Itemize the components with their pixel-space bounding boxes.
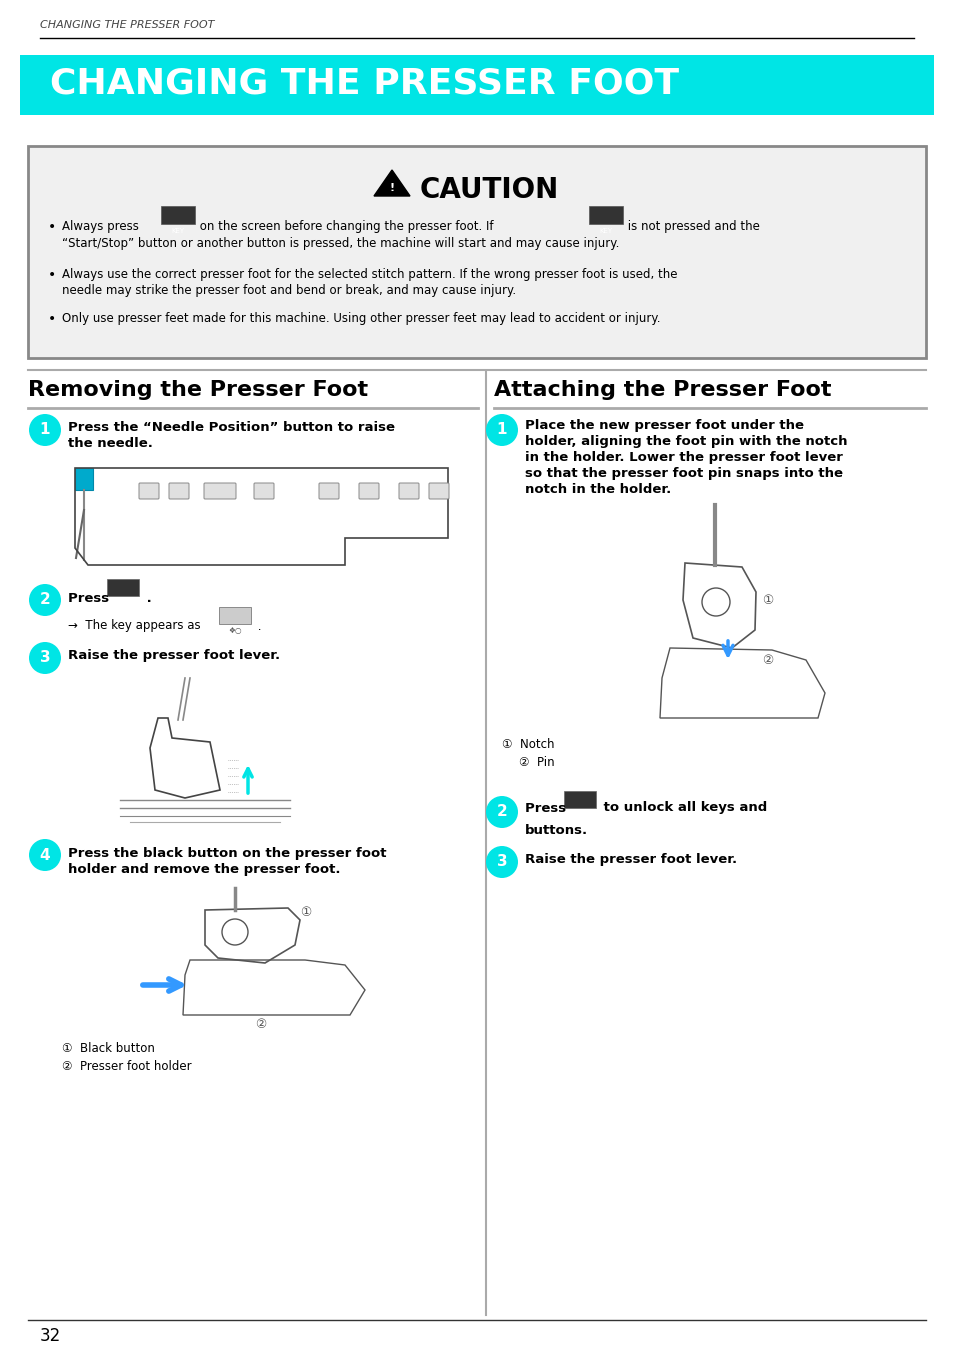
Text: •: • [48,312,56,326]
Text: .: . [142,592,152,604]
Text: buttons.: buttons. [524,824,587,836]
Text: ❖○: ❖○ [228,627,241,635]
Text: ②: ② [761,654,773,666]
Text: .: . [253,620,261,632]
Text: ②  Presser foot holder: ② Presser foot holder [62,1059,192,1073]
Text: Press: Press [524,801,570,815]
Text: so that the presser foot pin snaps into the: so that the presser foot pin snaps into … [524,467,842,480]
Text: Removing the Presser Foot: Removing the Presser Foot [28,380,368,400]
FancyBboxPatch shape [429,484,449,499]
FancyBboxPatch shape [169,484,189,499]
Text: notch in the holder.: notch in the holder. [524,484,671,496]
Text: 2: 2 [40,593,51,608]
Text: →  The key appears as: → The key appears as [68,620,204,632]
Text: 2: 2 [497,804,507,820]
Circle shape [485,846,517,878]
Text: needle may strike the presser foot and bend or break, and may cause injury.: needle may strike the presser foot and b… [62,284,516,297]
Text: CHANGING THE PRESSER FOOT: CHANGING THE PRESSER FOOT [40,20,214,30]
Text: 3: 3 [40,650,51,666]
Text: 1: 1 [497,423,507,438]
FancyBboxPatch shape [219,607,251,624]
Text: 4: 4 [40,847,51,862]
FancyBboxPatch shape [75,467,92,490]
Circle shape [29,413,61,446]
FancyBboxPatch shape [253,484,274,499]
FancyBboxPatch shape [358,484,378,499]
Text: the needle.: the needle. [68,436,152,450]
Text: in the holder. Lower the presser foot lever: in the holder. Lower the presser foot le… [524,451,842,463]
FancyBboxPatch shape [139,484,159,499]
FancyBboxPatch shape [20,55,933,115]
Text: 3: 3 [497,854,507,870]
Text: ❖○: ❖○ [116,598,130,608]
Circle shape [29,839,61,871]
Text: •: • [48,267,56,282]
Text: Only use presser feet made for this machine. Using other presser feet may lead t: Only use presser feet made for this mach… [62,312,659,326]
FancyBboxPatch shape [588,205,622,224]
Text: ②  Pin: ② Pin [518,755,554,769]
Text: 1: 1 [40,423,51,438]
Text: ①: ① [299,907,311,920]
Text: Place the new presser foot under the: Place the new presser foot under the [524,419,803,432]
Text: ①: ① [761,593,773,607]
Text: CAUTION: CAUTION [419,176,558,204]
Circle shape [29,584,61,616]
Text: on the screen before changing the presser foot. If: on the screen before changing the presse… [195,220,497,232]
Text: KEY: KEY [172,228,184,234]
FancyBboxPatch shape [318,484,338,499]
Circle shape [485,413,517,446]
Text: Raise the presser foot lever.: Raise the presser foot lever. [68,650,280,662]
Text: ②: ② [254,1019,266,1031]
FancyBboxPatch shape [161,205,194,224]
Text: Press: Press [68,592,113,604]
FancyBboxPatch shape [28,146,925,358]
Text: holder, aligning the foot pin with the notch: holder, aligning the foot pin with the n… [524,435,846,449]
Text: ①  Black button: ① Black button [62,1042,154,1055]
FancyBboxPatch shape [398,484,418,499]
Polygon shape [374,170,410,196]
Circle shape [485,796,517,828]
Text: 32: 32 [40,1327,61,1346]
Text: Raise the presser foot lever.: Raise the presser foot lever. [524,854,737,866]
Text: •: • [48,220,56,234]
Text: !: ! [389,182,395,193]
FancyBboxPatch shape [107,580,139,596]
FancyBboxPatch shape [563,790,596,808]
Text: KEY: KEY [598,228,612,234]
Text: Always press: Always press [62,220,143,232]
Text: ❖○: ❖○ [573,811,586,820]
Circle shape [29,642,61,674]
Text: Press the black button on the presser foot: Press the black button on the presser fo… [68,847,386,861]
Text: ①  Notch: ① Notch [501,738,554,751]
Text: is not pressed and the: is not pressed and the [623,220,760,232]
Text: CHANGING THE PRESSER FOOT: CHANGING THE PRESSER FOOT [50,68,679,101]
Text: “Start/Stop” button or another button is pressed, the machine will start and may: “Start/Stop” button or another button is… [62,236,618,250]
Text: Press the “Needle Position” button to raise: Press the “Needle Position” button to ra… [68,422,395,434]
Text: to unlock all keys and: to unlock all keys and [598,801,766,815]
Text: holder and remove the presser foot.: holder and remove the presser foot. [68,863,340,875]
Text: Always use the correct presser foot for the selected stitch pattern. If the wron: Always use the correct presser foot for … [62,267,677,281]
FancyBboxPatch shape [204,484,235,499]
Text: Attaching the Presser Foot: Attaching the Presser Foot [494,380,831,400]
